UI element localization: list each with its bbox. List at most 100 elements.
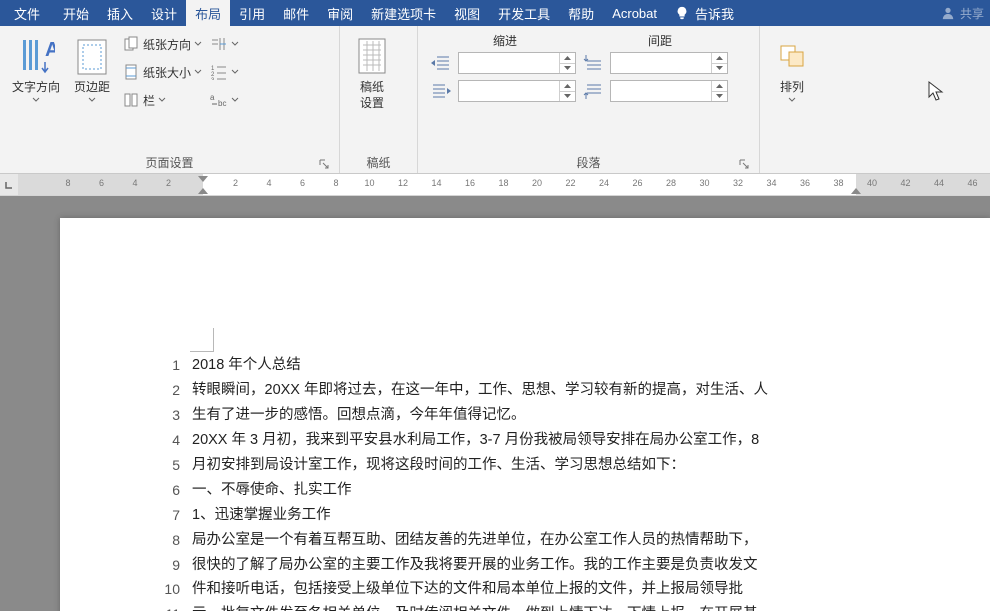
line-text[interactable]: 20XX 年 3 月初，我来到平安县水利局工作，3-7 月份我被局领导安排在局办…	[192, 428, 930, 453]
tab-design[interactable]: 设计	[142, 0, 186, 26]
line-text[interactable]: 转眼瞬间，20XX 年即将过去，在这一年中，工作、思想、学习较有新的提高，对生活…	[192, 378, 930, 403]
text-line[interactable]: 12018 年个人总结	[160, 353, 930, 378]
share-area[interactable]: 共享	[941, 0, 990, 26]
spin-up[interactable]	[712, 81, 727, 92]
text-line[interactable]: 11示，批复文件发至各相关单位，及时传阅相关文件，做到上情下达，下情上报。在开展…	[160, 602, 930, 611]
tab-custom[interactable]: 新建选项卡	[362, 0, 445, 26]
manuscript-settings-button[interactable]: 稿纸 设置	[346, 30, 398, 111]
page-setup-dialog-launcher[interactable]	[317, 157, 331, 171]
spin-up[interactable]	[712, 53, 727, 64]
text-line[interactable]: 5月初安排到局设计室工作，现将这段时间的工作、生活、学习思想总结如下：	[160, 453, 930, 478]
chevron-down-icon	[32, 96, 40, 104]
spin-down[interactable]	[560, 92, 575, 102]
ruler-tick: 2	[233, 178, 238, 188]
tab-view[interactable]: 视图	[445, 0, 489, 26]
spin-down[interactable]	[712, 64, 727, 74]
text-line[interactable]: 3生有了进一步的感悟。回想点滴，今年年值得记忆。	[160, 403, 930, 428]
paragraph-dialog-launcher[interactable]	[737, 157, 751, 171]
orientation-button[interactable]: 纸张方向	[122, 32, 202, 56]
spin-down[interactable]	[712, 92, 727, 102]
margins-button[interactable]: 页边距	[66, 30, 118, 104]
text-line[interactable]: 71、迅速掌握业务工作	[160, 503, 930, 528]
line-text[interactable]: 很快的了解了局办公室的主要工作及我将要开展的业务工作。我的工作主要是负责收发文	[192, 553, 930, 578]
tab-acrobat[interactable]: Acrobat	[603, 0, 666, 26]
text-line[interactable]: 10件和接听电话，包括接受上级单位下达的文件和局本单位上报的文件，并上报局领导批	[160, 577, 930, 602]
menu-bar: 文件 开始 插入 设计 布局 引用 邮件 审阅 新建选项卡 视图 开发工具 帮助…	[0, 0, 990, 26]
text-line[interactable]: 2转眼瞬间，20XX 年即将过去，在这一年中，工作、思想、学习较有新的提高，对生…	[160, 378, 930, 403]
line-number: 2	[160, 378, 192, 403]
first-line-indent-marker[interactable]	[198, 176, 208, 182]
space-after-value	[611, 81, 711, 101]
tab-developer[interactable]: 开发工具	[489, 0, 559, 26]
space-before-input[interactable]	[610, 52, 728, 74]
tab-references[interactable]: 引用	[230, 0, 274, 26]
tell-me[interactable]: 告诉我	[666, 0, 743, 26]
chevron-down-icon	[231, 40, 239, 48]
ruler-tick: 6	[99, 178, 104, 188]
ribbon: A 文字方向 页边距 纸张方向 纸张大小	[0, 26, 990, 174]
spin-up[interactable]	[560, 53, 575, 64]
hyphenation-button[interactable]: abc	[210, 88, 239, 112]
ruler-tick: 10	[364, 178, 374, 188]
text-line[interactable]: 9很快的了解了局办公室的主要工作及我将要开展的业务工作。我的工作主要是负责收发文	[160, 553, 930, 578]
chevron-down-icon	[231, 68, 239, 76]
space-after-icon	[582, 81, 604, 101]
ruler-tick: 2	[166, 178, 171, 188]
line-numbers-button[interactable]: 123	[210, 60, 239, 84]
orientation-icon	[122, 35, 140, 53]
svg-text:3: 3	[211, 78, 215, 80]
arrange-label: 排列	[780, 80, 804, 96]
document-content[interactable]: 12018 年个人总结2转眼瞬间，20XX 年即将过去，在这一年中，工作、思想、…	[160, 353, 930, 611]
indent-left-input[interactable]	[458, 52, 576, 74]
ruler-tick: 12	[398, 178, 408, 188]
line-number: 9	[160, 553, 192, 578]
tab-help[interactable]: 帮助	[559, 0, 603, 26]
tab-insert[interactable]: 插入	[98, 0, 142, 26]
line-text[interactable]: 1、迅速掌握业务工作	[192, 503, 930, 528]
tab-mailings[interactable]: 邮件	[274, 0, 318, 26]
ruler-tick: 30	[699, 178, 709, 188]
indent-left-value	[459, 53, 559, 73]
tab-layout[interactable]: 布局	[186, 0, 230, 26]
ruler-tick: 44	[934, 178, 944, 188]
chevron-down-icon	[194, 68, 202, 76]
text-direction-icon: A	[16, 34, 56, 78]
horizontal-ruler[interactable]: 8642246810121416182022242628303234363840…	[18, 174, 990, 196]
tab-file[interactable]: 文件	[0, 0, 54, 26]
group-label-page-setup: 页面设置	[6, 151, 333, 173]
line-text[interactable]: 2018 年个人总结	[192, 353, 930, 378]
line-text[interactable]: 件和接听电话，包括接受上级单位下达的文件和局本单位上报的文件，并上报局领导批	[192, 577, 930, 602]
user-icon	[941, 6, 955, 20]
tab-selector[interactable]	[0, 174, 18, 196]
hanging-indent-marker[interactable]	[198, 188, 208, 194]
tab-home[interactable]: 开始	[54, 0, 98, 26]
space-after-input[interactable]	[610, 80, 728, 102]
line-text[interactable]: 局办公室是一个有着互帮互助、团结友善的先进单位，在办公室工作人员的热情帮助下，	[192, 528, 930, 553]
text-direction-button[interactable]: A 文字方向	[6, 30, 66, 104]
svg-text:A: A	[45, 39, 55, 61]
indent-left-icon	[430, 53, 452, 73]
arrange-button[interactable]: 排列	[766, 30, 818, 104]
line-text[interactable]: 一、不辱使命、扎实工作	[192, 478, 930, 503]
line-number: 5	[160, 453, 192, 478]
text-line[interactable]: 420XX 年 3 月初，我来到平安县水利局工作，3-7 月份我被局领导安排在局…	[160, 428, 930, 453]
ruler-area: 8642246810121416182022242628303234363840…	[0, 174, 990, 196]
ruler-tick: 42	[900, 178, 910, 188]
breaks-button[interactable]	[210, 32, 239, 56]
size-button[interactable]: 纸张大小	[122, 60, 202, 84]
columns-button[interactable]: 栏	[122, 88, 202, 112]
spin-up[interactable]	[560, 81, 575, 92]
ruler-tick: 4	[266, 178, 271, 188]
line-number: 8	[160, 528, 192, 553]
ruler-tick: 14	[431, 178, 441, 188]
text-line[interactable]: 8局办公室是一个有着互帮互助、团结友善的先进单位，在办公室工作人员的热情帮助下，	[160, 528, 930, 553]
indent-right-input[interactable]	[458, 80, 576, 102]
line-text[interactable]: 生有了进一步的感悟。回想点滴，今年年值得记忆。	[192, 403, 930, 428]
ruler-tick: 28	[666, 178, 676, 188]
spin-down[interactable]	[560, 64, 575, 74]
text-line[interactable]: 6一、不辱使命、扎实工作	[160, 478, 930, 503]
line-text[interactable]: 月初安排到局设计室工作，现将这段时间的工作、生活、学习思想总结如下：	[192, 453, 930, 478]
line-text[interactable]: 示，批复文件发至各相关单位，及时传阅相关文件，做到上情下达，下情上报。在开展基	[192, 602, 930, 611]
right-indent-marker[interactable]	[851, 188, 861, 194]
tab-review[interactable]: 审阅	[318, 0, 362, 26]
